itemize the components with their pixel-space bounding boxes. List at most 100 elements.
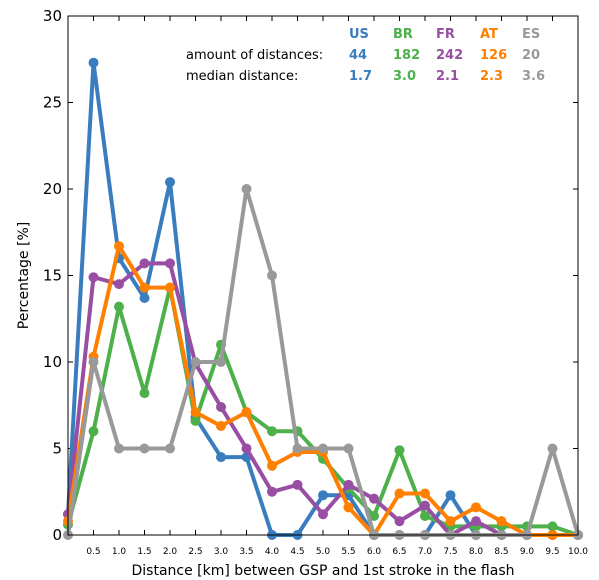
data-point-br	[394, 445, 405, 456]
data-point-es	[343, 443, 354, 454]
data-point-fr	[216, 401, 226, 412]
data-point-br	[369, 510, 379, 521]
data-point-es	[318, 443, 328, 454]
plot-frame	[67, 15, 579, 536]
y-tick-label: 0	[52, 526, 62, 544]
data-point-us	[165, 177, 175, 188]
x-tick-label: 7.5	[443, 547, 457, 557]
x-tick-label: 1.5	[137, 547, 151, 557]
legend-name: AT	[480, 27, 498, 42]
data-point-br	[190, 415, 201, 426]
legend-name: ES	[522, 27, 540, 42]
x-tick-label: 3.0	[214, 547, 229, 557]
data-point-at	[139, 282, 150, 293]
legend-name: US	[349, 27, 369, 42]
series-layer	[63, 57, 583, 540]
series-br	[63, 282, 583, 540]
legend-median: 1.7	[349, 69, 372, 84]
data-point-us	[216, 452, 226, 463]
data-point-es	[241, 184, 252, 194]
x-tick-label: 2.5	[188, 547, 202, 557]
x-tick-label: 6.5	[392, 547, 406, 557]
data-point-fr	[139, 258, 150, 269]
data-point-fr	[394, 516, 405, 527]
data-point-br	[547, 521, 558, 532]
data-point-us	[445, 490, 456, 501]
data-point-fr	[318, 509, 328, 520]
data-point-br	[88, 426, 99, 437]
legend-amount: 126	[480, 48, 507, 63]
amount-label: amount of distances:	[186, 48, 323, 63]
data-point-es	[139, 443, 150, 454]
y-axis-label: Percentage [%]	[16, 222, 32, 329]
x-tick-label: 9.0	[520, 547, 535, 557]
data-point-fr	[471, 516, 481, 527]
data-point-at	[216, 421, 226, 432]
data-point-es	[88, 357, 99, 367]
y-tick-label: 5	[52, 440, 62, 458]
data-point-es	[114, 443, 124, 454]
data-point-us	[318, 490, 328, 501]
data-point-es	[547, 443, 558, 454]
legend-amount: 182	[393, 48, 420, 63]
data-point-es	[216, 357, 226, 367]
data-point-fr	[267, 486, 277, 497]
legend-amount: 20	[522, 48, 540, 63]
data-point-at	[114, 241, 124, 252]
data-point-fr	[88, 272, 99, 283]
x-tick-label: 0.5	[86, 547, 100, 557]
data-point-fr	[420, 500, 430, 511]
x-tick-label: 4.0	[265, 547, 280, 557]
legend-median: 3.0	[393, 69, 416, 84]
data-point-es	[165, 443, 175, 454]
series-line-es	[66, 187, 580, 537]
legend-amount: 44	[349, 48, 367, 63]
data-point-us	[139, 292, 150, 303]
data-point-br	[114, 301, 124, 312]
data-point-fr	[343, 479, 354, 490]
legend-name: BR	[393, 27, 413, 42]
data-point-es	[190, 357, 201, 367]
data-point-at	[420, 488, 430, 499]
legend-median: 2.1	[436, 69, 459, 84]
y-tick-label: 20	[43, 180, 62, 198]
data-point-us	[88, 57, 99, 68]
data-point-at	[165, 282, 175, 293]
x-tick-label: 4.5	[290, 547, 304, 557]
data-point-fr	[292, 479, 303, 490]
x-tick-label: 5.0	[316, 547, 331, 557]
series-es	[63, 184, 583, 540]
data-point-at	[190, 407, 201, 418]
y-tick-label: 15	[43, 267, 62, 285]
data-point-at	[394, 488, 405, 499]
x-tick-label: 3.5	[239, 547, 253, 557]
x-tick-label: 7.0	[418, 547, 433, 557]
legend-median: 2.3	[480, 69, 503, 84]
data-point-br	[139, 388, 150, 399]
legend-amount: 242	[436, 48, 463, 63]
y-tick-label: 10	[43, 353, 62, 371]
x-tick-label: 9.5	[545, 547, 559, 557]
data-point-br	[420, 510, 430, 521]
y-tick-label: 25	[43, 94, 62, 112]
series-fr	[63, 258, 583, 540]
x-tick-label: 2.0	[163, 547, 178, 557]
x-tick-label: 8.0	[469, 547, 484, 557]
median-label: median distance:	[186, 69, 298, 84]
x-tick-label: 8.5	[494, 547, 508, 557]
legend-median: 3.6	[522, 69, 545, 84]
x-tick-label: 5.5	[341, 547, 355, 557]
y-tick-label: 30	[43, 7, 62, 25]
data-point-at	[241, 407, 252, 418]
data-point-at	[471, 502, 481, 513]
x-tick-label: 1.0	[112, 547, 127, 557]
data-point-fr	[241, 443, 252, 454]
data-point-es	[267, 270, 277, 281]
x-axis-label: Distance [km] between GSP and 1st stroke…	[131, 563, 514, 579]
data-point-at	[267, 460, 277, 471]
legend-name: FR	[436, 27, 455, 42]
data-point-fr	[369, 493, 379, 504]
data-point-fr	[165, 258, 175, 269]
